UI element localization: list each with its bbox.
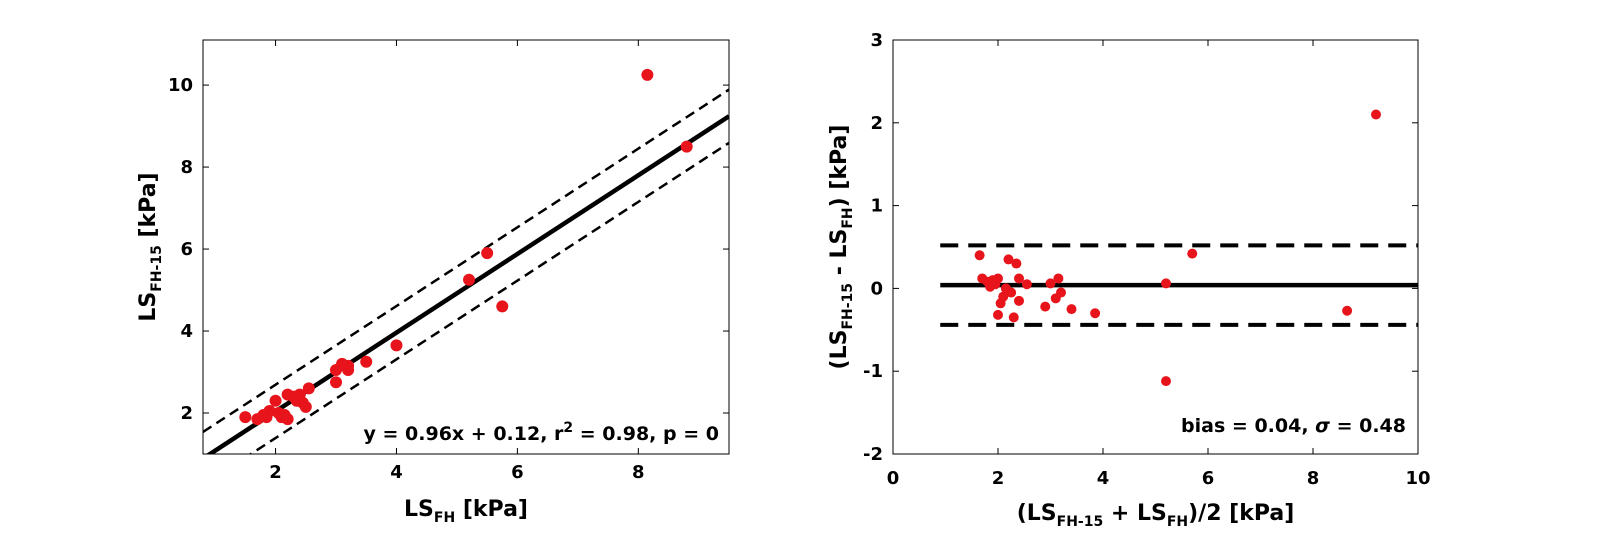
- data-point-15: [1014, 273, 1024, 284]
- plot-frame: [202, 39, 730, 455]
- y-axis-title-part3: ) [kPa]: [827, 125, 852, 208]
- x-axis-title-sub2: FH: [1167, 514, 1188, 530]
- plot-area: [203, 68, 729, 454]
- data-point-25: [481, 247, 494, 260]
- x-axis-title-main: LS: [404, 497, 434, 522]
- data-point-16: [302, 382, 315, 395]
- x-tick-label-2: 2: [992, 468, 1005, 489]
- y-axis-title-main: LS: [136, 292, 161, 322]
- data-point-27: [641, 68, 654, 81]
- data-point-6: [993, 309, 1003, 320]
- x-axis-title: (LSFH-15 + LSFH)/2 [kPa]: [1017, 501, 1295, 530]
- data-point-26: [1161, 376, 1171, 387]
- y-tick-label-2: 2: [180, 403, 193, 424]
- data-point-29: [1371, 109, 1381, 120]
- data-point-9: [281, 413, 294, 426]
- data-point-25: [1161, 278, 1171, 289]
- lower-band-line: [248, 141, 729, 454]
- y-axis-title-part2: - LS: [827, 229, 852, 283]
- bias-annotation: bias = 0.04, σ = 0.48: [1181, 415, 1406, 437]
- x-tick-label-8: 8: [632, 462, 645, 483]
- y-tick-label-1: 1: [870, 196, 883, 217]
- data-point-9: [998, 291, 1009, 302]
- data-point-23: [1066, 304, 1077, 315]
- data-point-23: [390, 339, 403, 352]
- data-point-5: [269, 394, 282, 407]
- x-axis-title-part3: )/2 [kPa]: [1188, 501, 1294, 526]
- x-axis-title-sub1: FH-15: [1057, 514, 1104, 530]
- x-tick-label-10: 10: [1405, 468, 1430, 489]
- data-point-15: [299, 400, 312, 413]
- data-point-27: [1187, 248, 1198, 259]
- y-axis-title: (LSFH-15 - LSFH) [kPa]: [827, 125, 856, 370]
- data-point-4: [263, 404, 276, 417]
- data-point-22: [1056, 287, 1066, 298]
- data-point-17: [1021, 279, 1032, 290]
- data-point-28: [680, 140, 693, 153]
- x-tick-label-0: 0: [887, 468, 900, 489]
- y-tick-label-8: 8: [180, 157, 193, 178]
- data-point-24: [463, 273, 476, 286]
- y-axis-title-sub: FH-15: [149, 245, 165, 292]
- y-tick-label-0: 0: [870, 278, 883, 299]
- data-point-24: [1090, 308, 1101, 319]
- data-point-11: [1003, 254, 1014, 265]
- data-point-28: [1342, 305, 1353, 316]
- y-tick-label-6: 6: [180, 239, 193, 260]
- y-tick-label-3: 3: [870, 30, 883, 51]
- data-point-0: [974, 250, 985, 261]
- x-axis-title-suffix: [kPa]: [455, 497, 528, 522]
- data-point-16: [1014, 295, 1024, 306]
- fit-annotation-part2: = 0.98, p = 0: [573, 423, 719, 445]
- y-tick-label-2: 2: [870, 113, 883, 134]
- x-axis-title: LSFH [kPa]: [404, 497, 528, 526]
- y-tick-label--1: -1: [863, 361, 883, 382]
- y-axis-title: LSFH-15 [kPa]: [136, 172, 165, 321]
- plot-frame: [892, 39, 1419, 455]
- bias-annotation-sigma: σ: [1315, 415, 1330, 437]
- data-point-18: [1040, 301, 1051, 312]
- upper-band-line: [203, 88, 729, 433]
- fit-line: [205, 114, 729, 454]
- y-axis-title-sub2: FH: [840, 207, 856, 228]
- data-point-26: [496, 300, 509, 313]
- x-axis-title-sub: FH: [434, 510, 455, 526]
- x-tick-label-4: 4: [1097, 468, 1110, 489]
- data-point-21: [342, 363, 355, 376]
- data-point-14: [1011, 258, 1022, 269]
- y-axis-title-suffix: [kPa]: [136, 172, 161, 245]
- fit-annotation: y = 0.96x + 0.12, r2 = 0.98, p = 0: [364, 420, 720, 445]
- data-point-12: [1006, 287, 1017, 298]
- x-axis-title-part2: + LS: [1103, 501, 1167, 526]
- fit-annotation-part1: y = 0.96x + 0.12, r: [364, 423, 565, 445]
- data-point-13: [1008, 312, 1019, 323]
- y-tick-label-10: 10: [168, 75, 193, 96]
- y-axis-title-part1: (LS: [827, 330, 852, 370]
- x-tick-label-6: 6: [511, 462, 524, 483]
- data-point-21: [1053, 273, 1064, 284]
- x-tick-label-6: 6: [1202, 468, 1215, 489]
- data-point-19: [1045, 278, 1056, 289]
- data-point-17: [330, 376, 343, 389]
- data-point-22: [360, 355, 373, 368]
- x-axis-title-part1: (LS: [1017, 501, 1057, 526]
- data-point-0: [239, 411, 252, 424]
- x-tick-label-8: 8: [1307, 468, 1320, 489]
- x-tick-label-2: 2: [269, 462, 282, 483]
- bias-annotation-part1: bias = 0.04,: [1181, 415, 1315, 437]
- y-tick-label-4: 4: [180, 321, 193, 342]
- data-point-7: [993, 273, 1003, 284]
- bias-annotation-part2: = 0.48: [1330, 415, 1406, 437]
- fit-annotation-sup: 2: [563, 420, 573, 436]
- y-tick-label--2: -2: [863, 444, 883, 465]
- y-axis-title-sub1: FH-15: [840, 283, 856, 330]
- x-tick-label-4: 4: [390, 462, 403, 483]
